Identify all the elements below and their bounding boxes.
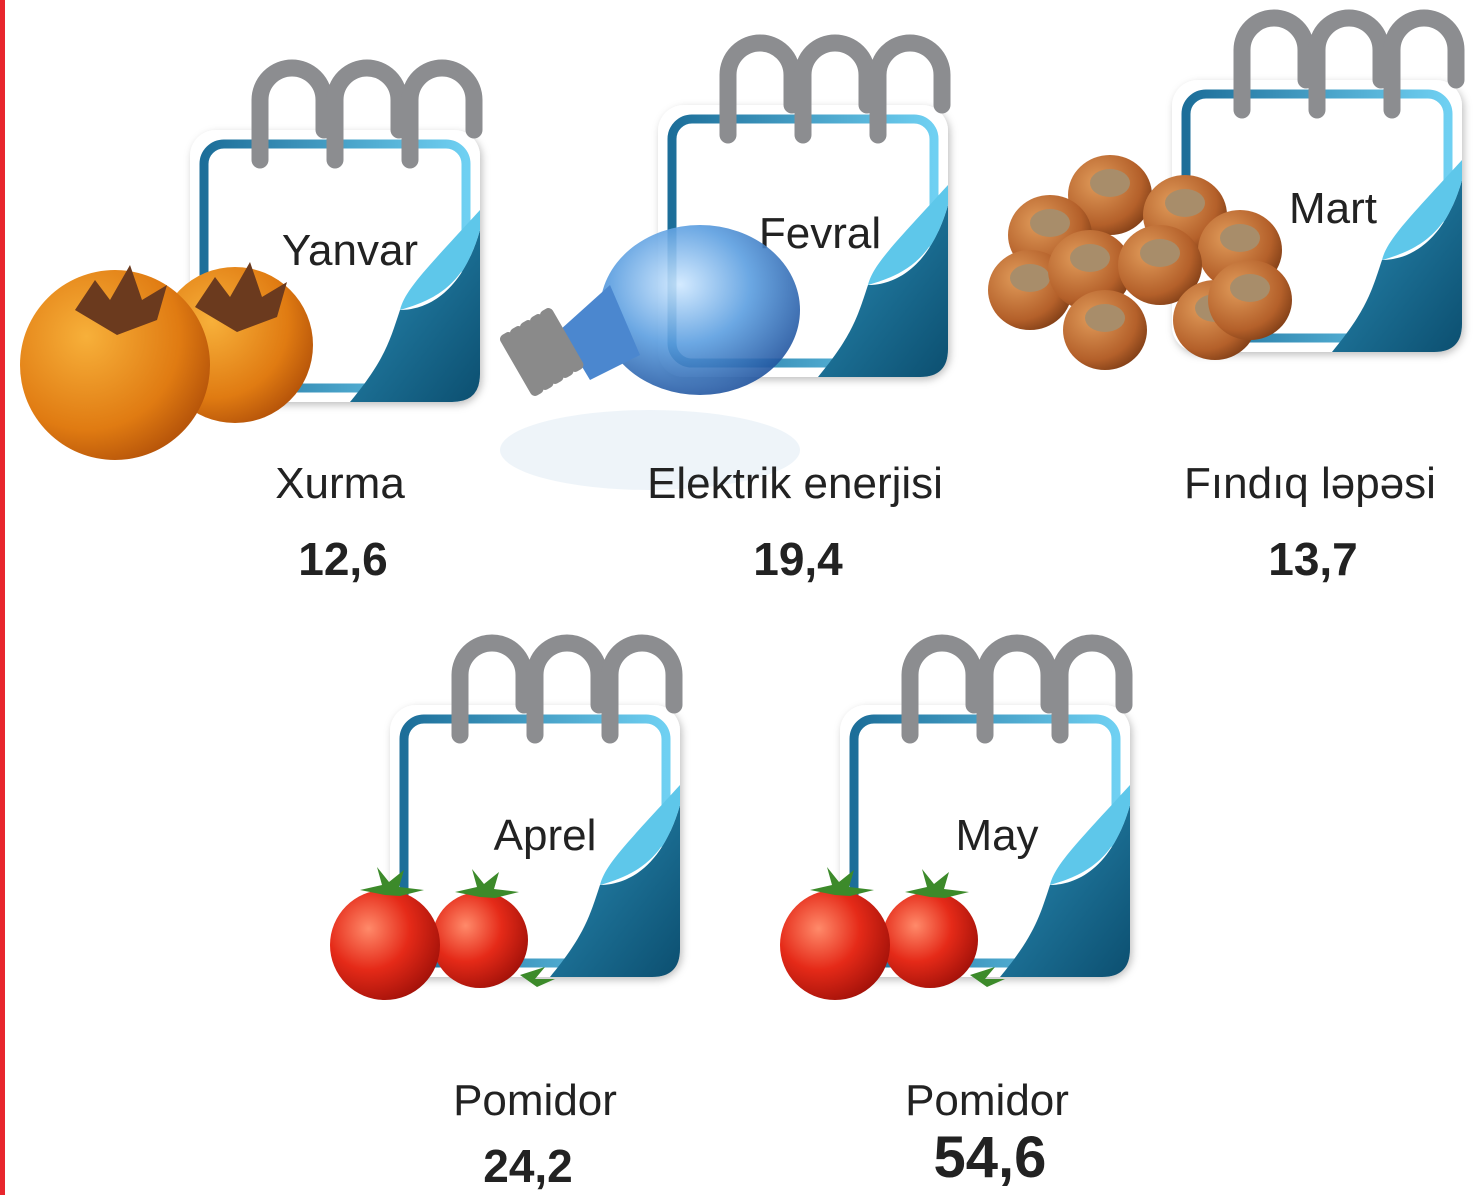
hazelnut-cap [1230,274,1270,302]
product-name: Pomidor [453,1076,617,1125]
month-label: Fevral [759,209,881,258]
hazelnut-cap [1090,169,1130,197]
month-card: Yanvar Xurma 12,6 [20,68,480,585]
month-label: Yanvar [282,226,418,275]
illustration [20,262,313,460]
month-label: May [955,811,1038,860]
hazelnut-cap [1010,264,1050,292]
value: 24,2 [483,1140,573,1192]
hazelnut-cap [1030,209,1070,237]
product-name: Xurma [275,459,405,508]
product-name: Elektrik enerjisi [647,459,943,508]
infographic: Yanvar Xurma 12,6 Fevral Elektrik enerjisi 19… [0,0,1478,1195]
hazelnut-cap [1165,189,1205,217]
hazelnut-cap [1140,239,1180,267]
hazelnut-cap [1085,304,1125,332]
tomato [780,890,890,1000]
product-name: Pomidor [905,1076,1069,1125]
value: 54,6 [934,1125,1047,1190]
value: 12,6 [298,533,388,585]
value: 19,4 [753,533,843,585]
value: 13,7 [1268,533,1358,585]
month-card: Aprel Pomidor 24,2 [330,643,680,1192]
month-card: Mart Fındıq ləpəsi 13,7 [988,18,1462,585]
hazelnut-cap [1070,244,1110,272]
left-border [0,0,5,1195]
page: Yanvar Xurma 12,6 Fevral Elektrik enerjisi 19… [0,0,1478,1195]
month-card: Fevral Elektrik enerjisi 19,4 [498,43,948,585]
product-name: Fındıq ləpəsi [1184,459,1436,508]
tomato [432,892,528,988]
hazelnut-cap [1220,224,1260,252]
illustration [498,225,800,490]
month-label: Aprel [494,811,597,860]
bulb-glass [600,225,800,395]
tomato [330,890,440,1000]
month-label: Mart [1289,184,1377,233]
tomato [882,892,978,988]
